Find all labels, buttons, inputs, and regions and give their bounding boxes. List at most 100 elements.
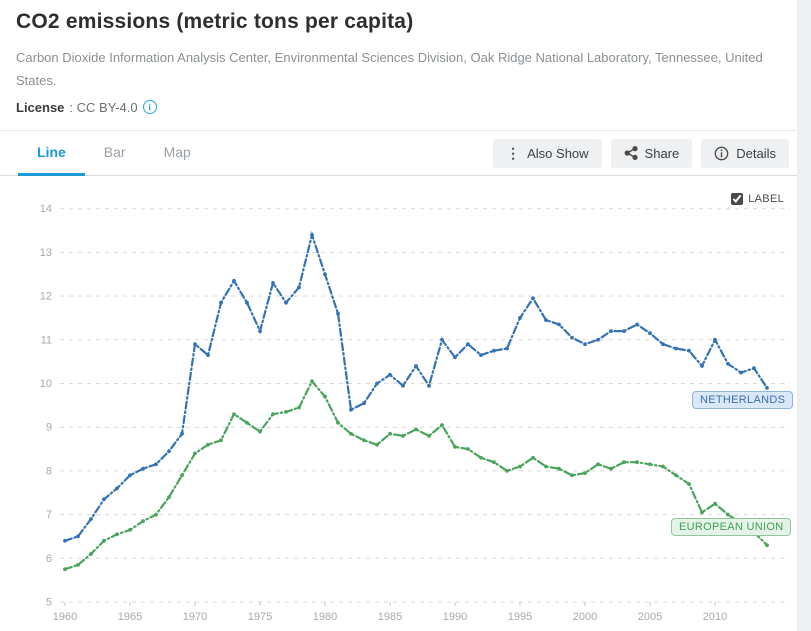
series-point-netherlands[interactable] [102,497,106,502]
series-point-european-union[interactable] [687,482,691,486]
series-point-netherlands[interactable] [388,372,392,377]
series-point-european-union[interactable] [635,460,639,465]
series-point-netherlands[interactable] [89,517,93,521]
series-point-netherlands[interactable] [752,366,756,371]
series-point-european-union[interactable] [765,543,769,548]
series-line-european-union[interactable] [63,379,769,571]
series-point-netherlands[interactable] [245,300,249,305]
series-point-netherlands[interactable] [544,318,548,322]
series-point-netherlands[interactable] [687,348,691,353]
series-point-netherlands[interactable] [193,342,197,347]
details-button[interactable]: Details [701,138,789,168]
also-show-button[interactable]: ⋮ Also Show [493,138,602,168]
series-point-netherlands[interactable] [232,278,236,283]
series-point-european-union[interactable] [466,447,470,451]
series-point-european-union[interactable] [323,394,327,399]
series-point-netherlands[interactable] [596,337,600,342]
series-point-european-union[interactable] [349,431,353,436]
series-point-european-union[interactable] [401,434,405,438]
series-point-netherlands[interactable] [310,233,314,237]
series-point-netherlands[interactable] [297,285,301,290]
series-point-netherlands[interactable] [219,300,223,305]
series-point-netherlands[interactable] [726,361,730,366]
series-point-european-union[interactable] [310,379,314,384]
series-point-european-union[interactable] [206,442,210,447]
series-point-european-union[interactable] [63,567,67,572]
series-point-european-union[interactable] [531,455,535,460]
series-point-european-union[interactable] [271,412,275,416]
series-point-netherlands[interactable] [453,355,457,360]
series-point-netherlands[interactable] [661,342,665,347]
series-point-netherlands[interactable] [713,337,717,342]
series-point-netherlands[interactable] [362,401,366,406]
series-point-european-union[interactable] [726,512,730,517]
series-point-netherlands[interactable] [648,331,652,336]
series-point-european-union[interactable] [258,429,262,434]
series-point-european-union[interactable] [505,469,509,473]
series-point-european-union[interactable] [115,532,119,537]
series-point-netherlands[interactable] [401,383,405,388]
series-point-european-union[interactable] [414,427,418,432]
label-toggle[interactable]: LABEL [731,193,784,205]
series-point-netherlands[interactable] [336,311,340,316]
series-point-netherlands[interactable] [609,329,613,333]
series-point-european-union[interactable] [128,528,132,532]
series-point-european-union[interactable] [245,420,249,425]
series-point-european-union[interactable] [167,495,171,499]
series-point-netherlands[interactable] [76,534,80,539]
license-info-icon[interactable]: i [142,100,157,114]
series-point-european-union[interactable] [622,460,626,465]
series-point-netherlands[interactable] [414,364,418,368]
series-point-european-union[interactable] [388,431,392,436]
series-point-netherlands[interactable] [674,346,678,351]
series-point-netherlands[interactable] [284,300,288,305]
tab-map[interactable]: Map [163,144,191,160]
series-point-netherlands[interactable] [518,316,522,320]
series-point-european-union[interactable] [180,473,184,478]
series-point-european-union[interactable] [362,438,366,443]
series-point-european-union[interactable] [284,410,288,414]
series-point-netherlands[interactable] [466,342,470,347]
series-point-netherlands[interactable] [427,383,431,388]
series-point-netherlands[interactable] [271,281,275,285]
line-chart-canvas[interactable]: 5 6 7 8 9 10 11 12 13 14 1960 1965 1970 1975 1980 1985 1… [0,176,797,631]
series-point-netherlands[interactable] [440,337,444,342]
series-point-netherlands[interactable] [141,466,145,471]
series-point-european-union[interactable] [479,455,483,460]
series-point-netherlands[interactable] [492,348,496,353]
series-point-european-union[interactable] [141,519,145,524]
series-point-netherlands[interactable] [128,473,132,478]
series-point-netherlands[interactable] [479,353,483,357]
series-point-netherlands[interactable] [167,449,171,454]
series-point-netherlands[interactable] [63,538,67,543]
series-point-european-union[interactable] [648,462,652,467]
series-point-netherlands[interactable] [258,329,262,333]
tab-line[interactable]: Line [18,131,85,176]
series-point-european-union[interactable] [154,512,158,517]
series-point-european-union[interactable] [557,466,561,471]
series-point-netherlands[interactable] [323,272,327,277]
tab-bar-chart[interactable]: Bar [103,144,126,160]
series-point-european-union[interactable] [596,462,600,467]
series-point-european-union[interactable] [700,510,704,515]
series-point-european-union[interactable] [544,464,548,469]
series-point-european-union[interactable] [375,442,379,447]
series-point-european-union[interactable] [232,412,236,416]
series-point-european-union[interactable] [661,464,665,469]
series-point-netherlands[interactable] [700,364,704,368]
series-point-european-union[interactable] [570,473,574,478]
series-point-netherlands[interactable] [154,462,158,467]
series-point-european-union[interactable] [713,501,717,506]
series-point-european-union[interactable] [193,451,197,456]
series-point-netherlands[interactable] [505,346,509,351]
series-point-netherlands[interactable] [583,342,587,347]
series-point-european-union[interactable] [453,445,457,449]
series-point-european-union[interactable] [518,464,522,469]
series-point-netherlands[interactable] [622,329,626,333]
series-point-netherlands[interactable] [375,381,379,386]
series-point-netherlands[interactable] [180,431,184,436]
series-point-european-union[interactable] [76,563,80,567]
series-point-netherlands[interactable] [739,370,743,375]
series-point-european-union[interactable] [297,405,301,410]
series-point-european-union[interactable] [609,466,613,471]
